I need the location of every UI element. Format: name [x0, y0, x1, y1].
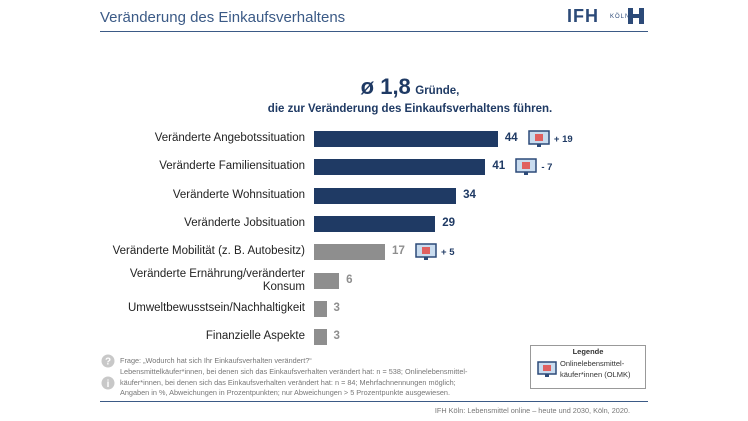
- footer-rule: [100, 401, 648, 402]
- question-note: Frage: „Wodurch hat sich Ihr Einkaufsver…: [120, 356, 312, 365]
- bar: [314, 329, 327, 346]
- category-label: Veränderte Jobsituation: [184, 216, 305, 229]
- info-icon: i: [101, 376, 115, 390]
- header-rule: [100, 31, 648, 32]
- value-label: 34: [463, 188, 476, 201]
- subtitle: die zur Veränderung des Einkaufsverhalte…: [267, 103, 553, 115]
- bar: [314, 300, 327, 317]
- olmk-icon: [528, 130, 550, 147]
- olmk-icon: [415, 243, 437, 261]
- bar: [314, 187, 457, 204]
- value-label: 6: [346, 273, 353, 286]
- headline-big: ø 1,8: [360, 74, 411, 99]
- category-label: Veränderte Mobilität (z. B. Autobesitz): [112, 245, 305, 258]
- logo-mark: [628, 8, 644, 24]
- question-icon: ?: [101, 354, 115, 368]
- legend-title: Legende: [572, 347, 604, 356]
- olmk-change: + 19: [553, 134, 573, 145]
- svg-text:?: ?: [105, 357, 111, 368]
- category-label: Veränderte Familiensituation: [159, 160, 305, 173]
- category-label: Finanzielle Aspekte: [205, 330, 305, 343]
- value-label: 44: [504, 132, 518, 144]
- olmk-change: - 7: [541, 162, 553, 174]
- logo-sub: KÖLN: [610, 14, 631, 20]
- value-label: 3: [333, 301, 340, 314]
- value-label: 41: [492, 160, 506, 173]
- source: IFH Köln: Lebensmittel online – heute un…: [434, 406, 630, 415]
- legend-box: [530, 345, 646, 389]
- value-label: 3: [333, 330, 340, 343]
- value-label: 17: [392, 245, 405, 258]
- olmk-change: + 5: [441, 247, 455, 259]
- legend-entry: Onlinelebensmittel- käufer*innen (OLMK): [560, 359, 631, 379]
- bar: [314, 215, 436, 232]
- category-label: Umweltbewusstsein/Nachhaltigkeit: [127, 301, 305, 314]
- bar: [314, 272, 340, 289]
- bar: [314, 244, 386, 261]
- slide-title: Veränderung des Einkaufsverhaltens: [100, 9, 346, 26]
- category-label: Veränderte Wohnsituation: [172, 188, 305, 201]
- category-label: Veränderte Ernährung/veränderter Konsum: [129, 267, 305, 293]
- svg-text:i: i: [107, 379, 110, 390]
- bar: [314, 159, 486, 176]
- headline: ø 1,8 Gründe,: [0, 74, 748, 100]
- value-label: 29: [442, 216, 456, 229]
- logo: IFH: [567, 6, 599, 26]
- category-label: Veränderte Angebotssituation: [154, 132, 305, 144]
- headline-rest: Gründe,: [415, 85, 460, 97]
- bar: [314, 131, 498, 147]
- info-note: Lebensmittelkäufer*innen, bei denen sich…: [120, 367, 468, 397]
- legend-icon: [537, 361, 557, 377]
- olmk-icon: [515, 158, 538, 176]
